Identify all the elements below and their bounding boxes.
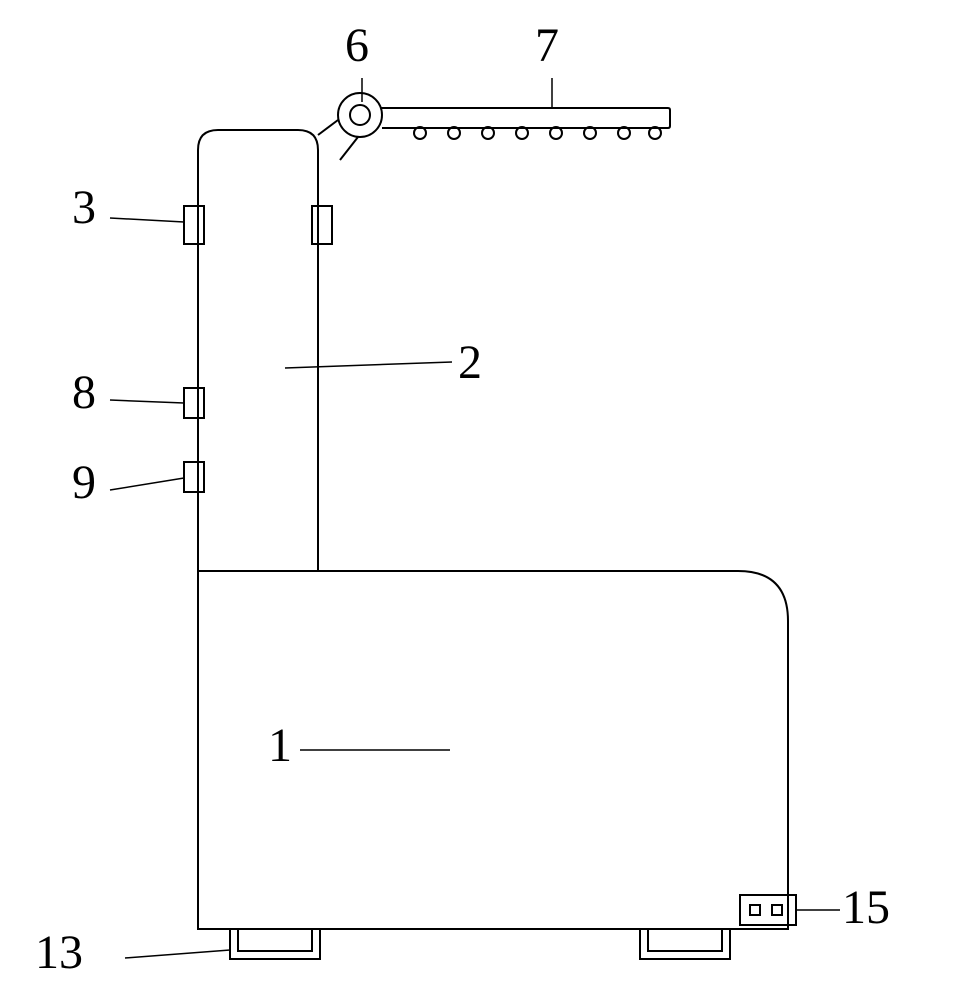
foot-right-outer: [640, 929, 730, 959]
foot-right-inner: [648, 929, 722, 951]
label-13: 13: [35, 925, 83, 980]
side-block-3-left: [184, 206, 204, 244]
label-7: 7: [535, 18, 559, 73]
pivot-lug-outer: [338, 93, 382, 137]
leader-13: [125, 950, 230, 958]
label-15: 15: [842, 880, 890, 935]
backrest: [198, 130, 318, 571]
arm-bar: [381, 108, 670, 128]
leader-2: [285, 362, 452, 368]
label-1: 1: [268, 718, 292, 773]
side-block-3-right: [312, 206, 332, 244]
side-block-9: [184, 462, 204, 492]
leader-9: [110, 478, 184, 490]
label-2: 2: [458, 335, 482, 390]
lug-base: [318, 120, 358, 160]
label-3: 3: [72, 180, 96, 235]
pivot-lug-inner: [350, 105, 370, 125]
foot-left-inner: [238, 929, 312, 951]
outlet-hole: [750, 905, 760, 915]
leader-8: [110, 400, 184, 403]
side-block-8: [184, 388, 204, 418]
label-8: 8: [72, 365, 96, 420]
label-9: 9: [72, 455, 96, 510]
label-6: 6: [345, 18, 369, 73]
foot-left-outer: [230, 929, 320, 959]
outlet-hole: [772, 905, 782, 915]
technical-diagram: 6 7 3 2 8 9 1 13 15: [0, 0, 956, 1000]
leader-3: [110, 218, 184, 222]
diagram-svg: [0, 0, 956, 1000]
